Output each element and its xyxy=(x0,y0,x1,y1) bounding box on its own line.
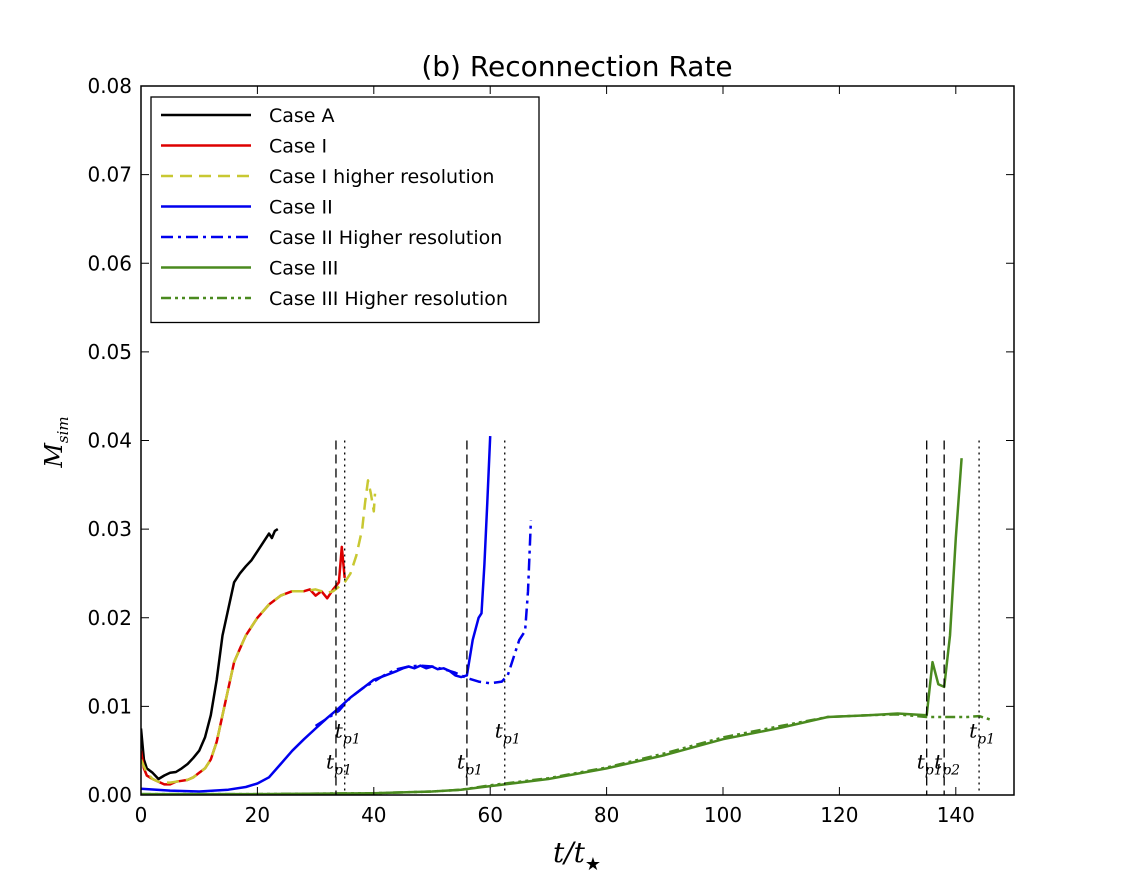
legend-entry-label: Case II xyxy=(269,197,333,219)
x-axis-label-sub: ★ xyxy=(585,854,601,875)
y-tick-label: 0.07 xyxy=(87,163,132,187)
x-tick-label: 80 xyxy=(594,803,619,827)
y-tick-label: 0.05 xyxy=(87,340,132,364)
y-axis-label-main: M xyxy=(40,442,68,469)
series-line-case-iii xyxy=(141,458,963,795)
marker-label: tp2 xyxy=(934,749,960,778)
y-tick-label: 0.06 xyxy=(87,251,132,275)
marker-label: tp1 xyxy=(969,718,995,747)
legend: Case A Case I Case I higher resolution Case… xyxy=(150,96,540,324)
marker-label: tp1 xyxy=(335,718,361,747)
legend-entry-label: Case I xyxy=(269,136,327,158)
legend-entry-label: Case III xyxy=(269,258,338,280)
marker-label: tp1 xyxy=(495,718,521,747)
y-tick-label: 0.01 xyxy=(87,694,132,718)
legend-entry-label: Case I higher resolution xyxy=(269,166,494,188)
chart-title: (b) Reconnection Rate xyxy=(421,50,732,83)
x-tick-label: 0 xyxy=(135,803,148,827)
x-tick-label: 40 xyxy=(361,803,386,827)
x-tick-label: 120 xyxy=(820,803,858,827)
y-tick-label: 0.03 xyxy=(87,517,132,541)
series-line-case-iii-higher-resolution xyxy=(141,713,992,795)
x-tick-label: 60 xyxy=(477,803,502,827)
series-line-case-ii-higher-resolution xyxy=(314,520,533,727)
y-tick-label: 0.08 xyxy=(87,74,132,98)
y-tick-label: 0.04 xyxy=(87,429,132,453)
series-line-case-a xyxy=(141,528,279,781)
y-axis-label: Msim xyxy=(40,416,72,468)
y-tick-label: 0.02 xyxy=(87,606,132,630)
series-line-case-i-higher-resolution xyxy=(141,479,377,784)
axes: 0 20 40 60 80 100 120 140 0.00 0.01 0.02 0.03 0.04 0.… xyxy=(87,74,1015,827)
legend-box xyxy=(150,96,540,324)
legend-entry-label: Case A xyxy=(269,105,335,127)
x-tick-label: 20 xyxy=(245,803,270,827)
x-axis-label-main: t/t xyxy=(553,836,586,869)
legend-entry-label: Case III Higher resolution xyxy=(269,288,508,310)
series-layer xyxy=(141,436,992,795)
x-tick-label: 100 xyxy=(704,803,742,827)
y-tick-label: 0.00 xyxy=(87,783,132,807)
x-tick-label: 140 xyxy=(937,803,975,827)
marker-label: tp1 xyxy=(917,749,943,778)
x-axis-label: t/t★ xyxy=(553,836,601,875)
marker-label: tp1 xyxy=(457,749,483,778)
marker-label: tp1 xyxy=(326,749,352,778)
legend-entry-label: Case II Higher resolution xyxy=(269,227,502,249)
y-axis-label-sub: sim xyxy=(54,416,72,443)
